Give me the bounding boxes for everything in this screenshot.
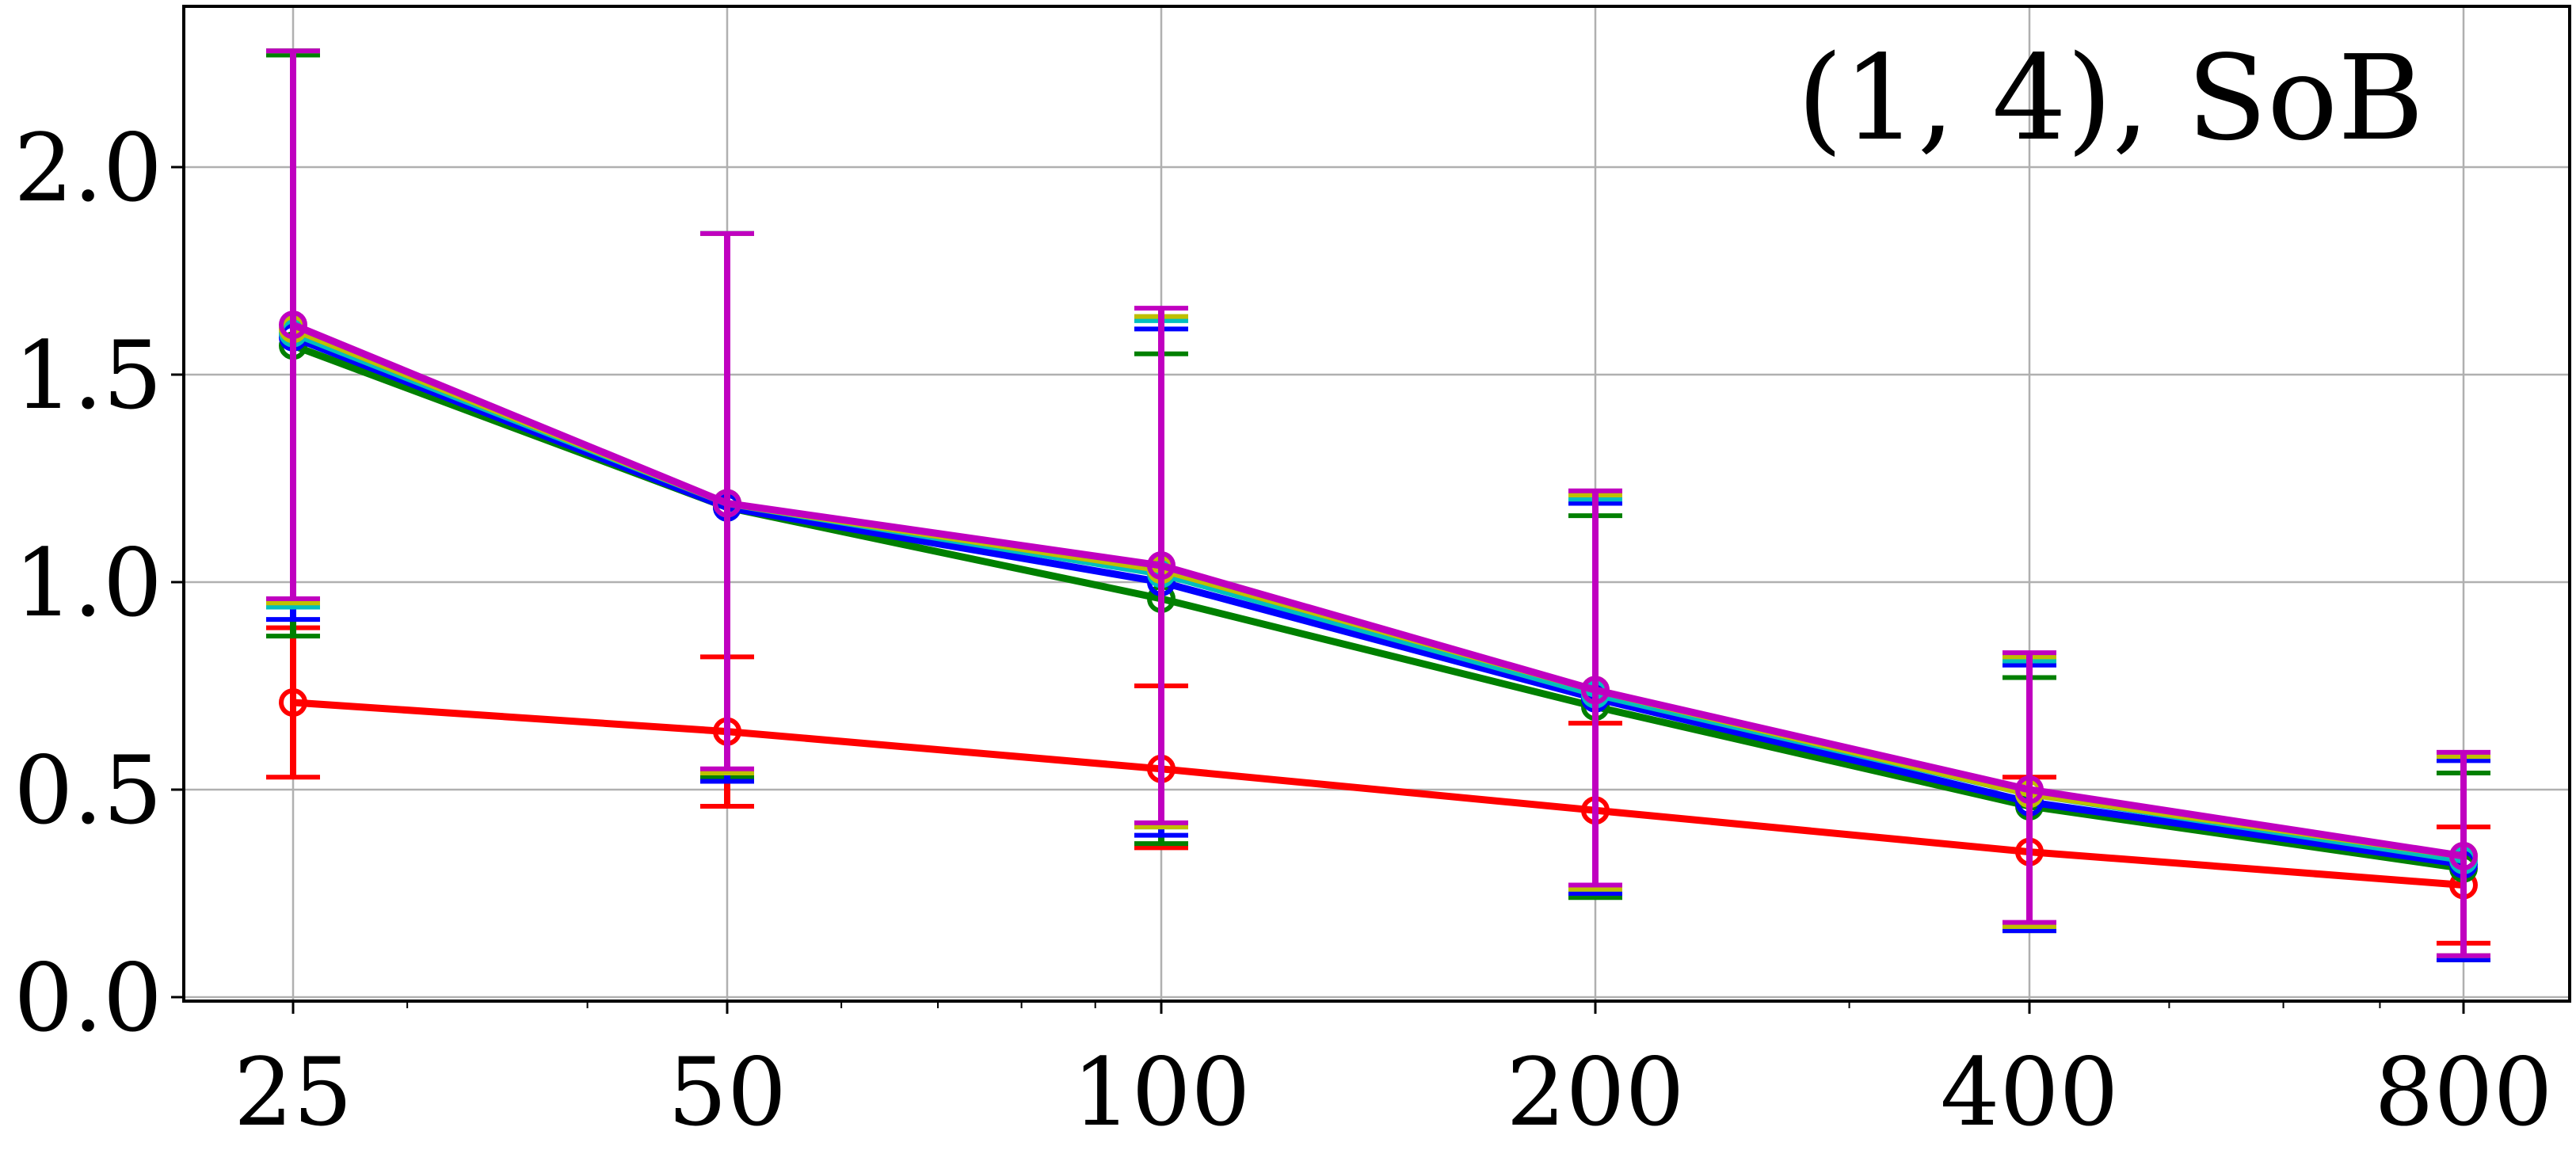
y-tick-label: 0.0 <box>13 943 162 1053</box>
chart-annotation: (1, 4), SoB <box>1797 30 2424 166</box>
y-ticks: 0.0 0.5 1.0 1.5 2.0 <box>13 113 184 1053</box>
data-point <box>2015 775 2044 804</box>
y-tick-label: 0.5 <box>13 736 162 845</box>
data-point <box>1581 676 1610 705</box>
y-tick-label: 1.0 <box>13 528 162 638</box>
data-point <box>713 489 741 518</box>
data-point <box>279 310 307 340</box>
data-point <box>1147 551 1176 581</box>
series-line <box>292 699 2464 889</box>
x-tick-label: 100 <box>1072 1038 1250 1147</box>
series-6 <box>266 48 2490 958</box>
grid <box>184 6 2570 1001</box>
x-tick-label: 50 <box>668 1038 787 1147</box>
x-ticks: 25 50 100 200 400 800 <box>234 1001 2553 1147</box>
x-tick-label: 25 <box>234 1038 352 1147</box>
y-tick-label: 1.5 <box>13 321 162 430</box>
series-layer <box>266 48 2490 962</box>
x-tick-label: 800 <box>2374 1038 2552 1147</box>
series-line <box>292 333 2464 868</box>
plot-frame <box>182 5 2571 1003</box>
data-point <box>279 687 307 717</box>
data-point <box>2449 841 2478 870</box>
y-tick-label: 2.0 <box>13 113 162 223</box>
x-tick-label: 200 <box>1506 1038 1684 1147</box>
series-line <box>292 321 2464 860</box>
x-tick-label: 400 <box>1940 1038 2118 1147</box>
